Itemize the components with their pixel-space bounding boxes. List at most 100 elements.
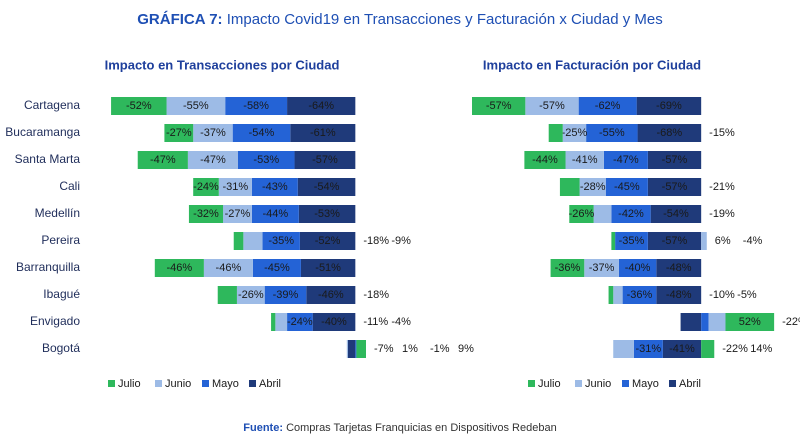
bar-segment <box>346 340 348 358</box>
source-text: Compras Tarjetas Franquicias en Disposit… <box>286 422 557 434</box>
category-label: Bucaramanga <box>5 125 80 139</box>
legend-label: Abril <box>259 378 281 390</box>
legend-swatch <box>249 380 256 387</box>
value-label: -48% <box>666 262 692 274</box>
bar-segment <box>154 259 204 277</box>
bar-segment <box>294 151 356 169</box>
legend-label: Mayo <box>632 378 659 390</box>
legend-swatch <box>528 380 535 387</box>
value-label: -37% <box>200 127 226 139</box>
value-label: -44% <box>532 154 558 166</box>
bar-segment <box>565 151 604 169</box>
value-label: -61% <box>310 127 336 139</box>
legend-swatch <box>155 380 162 387</box>
value-label: -53% <box>314 208 340 220</box>
bar-segment <box>262 232 300 250</box>
bar-segment <box>701 232 707 250</box>
bar-segment <box>297 178 356 196</box>
legend-label: Mayo <box>212 378 239 390</box>
category-label: Ibagué <box>43 287 80 301</box>
bar-segment <box>312 313 356 331</box>
bar-segment <box>236 286 265 304</box>
category-label: Bogotá <box>42 341 80 355</box>
source: Fuente: Compras Tarjetas Franquicias en … <box>243 422 556 434</box>
bar-segment <box>622 286 657 304</box>
bar-segment <box>584 259 619 277</box>
value-label: -32% <box>193 208 219 220</box>
bar-segment <box>647 151 702 169</box>
value-label: -51% <box>315 262 341 274</box>
legend-label: Junio <box>585 378 611 390</box>
bar-segment <box>243 232 263 250</box>
bar-segment <box>618 259 657 277</box>
value-label: -9% <box>391 235 411 247</box>
value-label: -26% <box>569 208 595 220</box>
value-label: -40% <box>625 262 651 274</box>
value-label: -62% <box>595 100 621 112</box>
value-label: -39% <box>273 289 299 301</box>
bar-segment <box>656 259 702 277</box>
bar-segment <box>647 232 702 250</box>
value-label: 9% <box>458 343 474 355</box>
value-label: -31% <box>635 343 661 355</box>
legend-swatch <box>575 380 582 387</box>
value-label: -46% <box>318 289 344 301</box>
value-label: 1% <box>402 343 418 355</box>
bar-segment <box>613 340 634 358</box>
value-label: -41% <box>572 154 598 166</box>
value-label: -53% <box>253 154 279 166</box>
bar-segment <box>275 313 288 331</box>
value-label: -69% <box>656 100 682 112</box>
value-label: -24% <box>193 181 219 193</box>
value-label: -41% <box>669 343 695 355</box>
bar-segment <box>708 313 726 331</box>
value-label: -46% <box>166 262 192 274</box>
bar-segment <box>287 97 356 115</box>
subtitle: Impacto en Transacciones por Ciudad <box>105 57 340 72</box>
bar-segment <box>701 313 709 331</box>
bar-segment <box>238 151 295 169</box>
value-label: -21% <box>709 181 735 193</box>
bar-segment <box>647 178 702 196</box>
category-label: Santa Marta <box>15 152 81 166</box>
bar-segment <box>164 124 194 142</box>
category-label: Cartagena <box>24 98 80 112</box>
bar-segment <box>562 124 587 142</box>
legend-swatch <box>669 380 676 387</box>
bar-segment <box>306 286 356 304</box>
value-label: -58% <box>243 100 269 112</box>
bar-segment <box>650 205 702 223</box>
title-label: GRÁFICA 7: <box>137 11 222 28</box>
bar-segment <box>637 124 702 142</box>
bar-segment <box>232 124 291 142</box>
value-label: -31% <box>222 181 248 193</box>
category-label: Medellín <box>35 206 80 220</box>
value-label: -57% <box>486 100 512 112</box>
bar-segment <box>271 313 276 331</box>
bar-segment <box>586 124 638 142</box>
value-label: -15% <box>709 127 735 139</box>
value-label: -40% <box>321 316 347 328</box>
bar-segment <box>550 259 585 277</box>
bar-segment <box>725 313 775 331</box>
legend-label: Junio <box>165 378 191 390</box>
value-label: -26% <box>238 289 264 301</box>
value-label: -5% <box>737 289 757 301</box>
category-label: Envigado <box>30 314 80 328</box>
bar-segment <box>636 97 702 115</box>
bar-segment <box>548 124 563 142</box>
value-label: 14% <box>750 343 772 355</box>
value-label: -52% <box>315 235 341 247</box>
value-label: -54% <box>663 208 689 220</box>
value-label: -55% <box>599 127 625 139</box>
bar-segment <box>290 124 356 142</box>
value-label: -19% <box>709 208 735 220</box>
category-label: Barranquilla <box>16 260 80 274</box>
value-label: -1% <box>430 343 450 355</box>
bar-segment <box>611 205 651 223</box>
value-label: -24% <box>287 316 313 328</box>
bar-segment <box>579 178 606 196</box>
bar-segment <box>603 151 648 169</box>
value-label: -44% <box>262 208 288 220</box>
